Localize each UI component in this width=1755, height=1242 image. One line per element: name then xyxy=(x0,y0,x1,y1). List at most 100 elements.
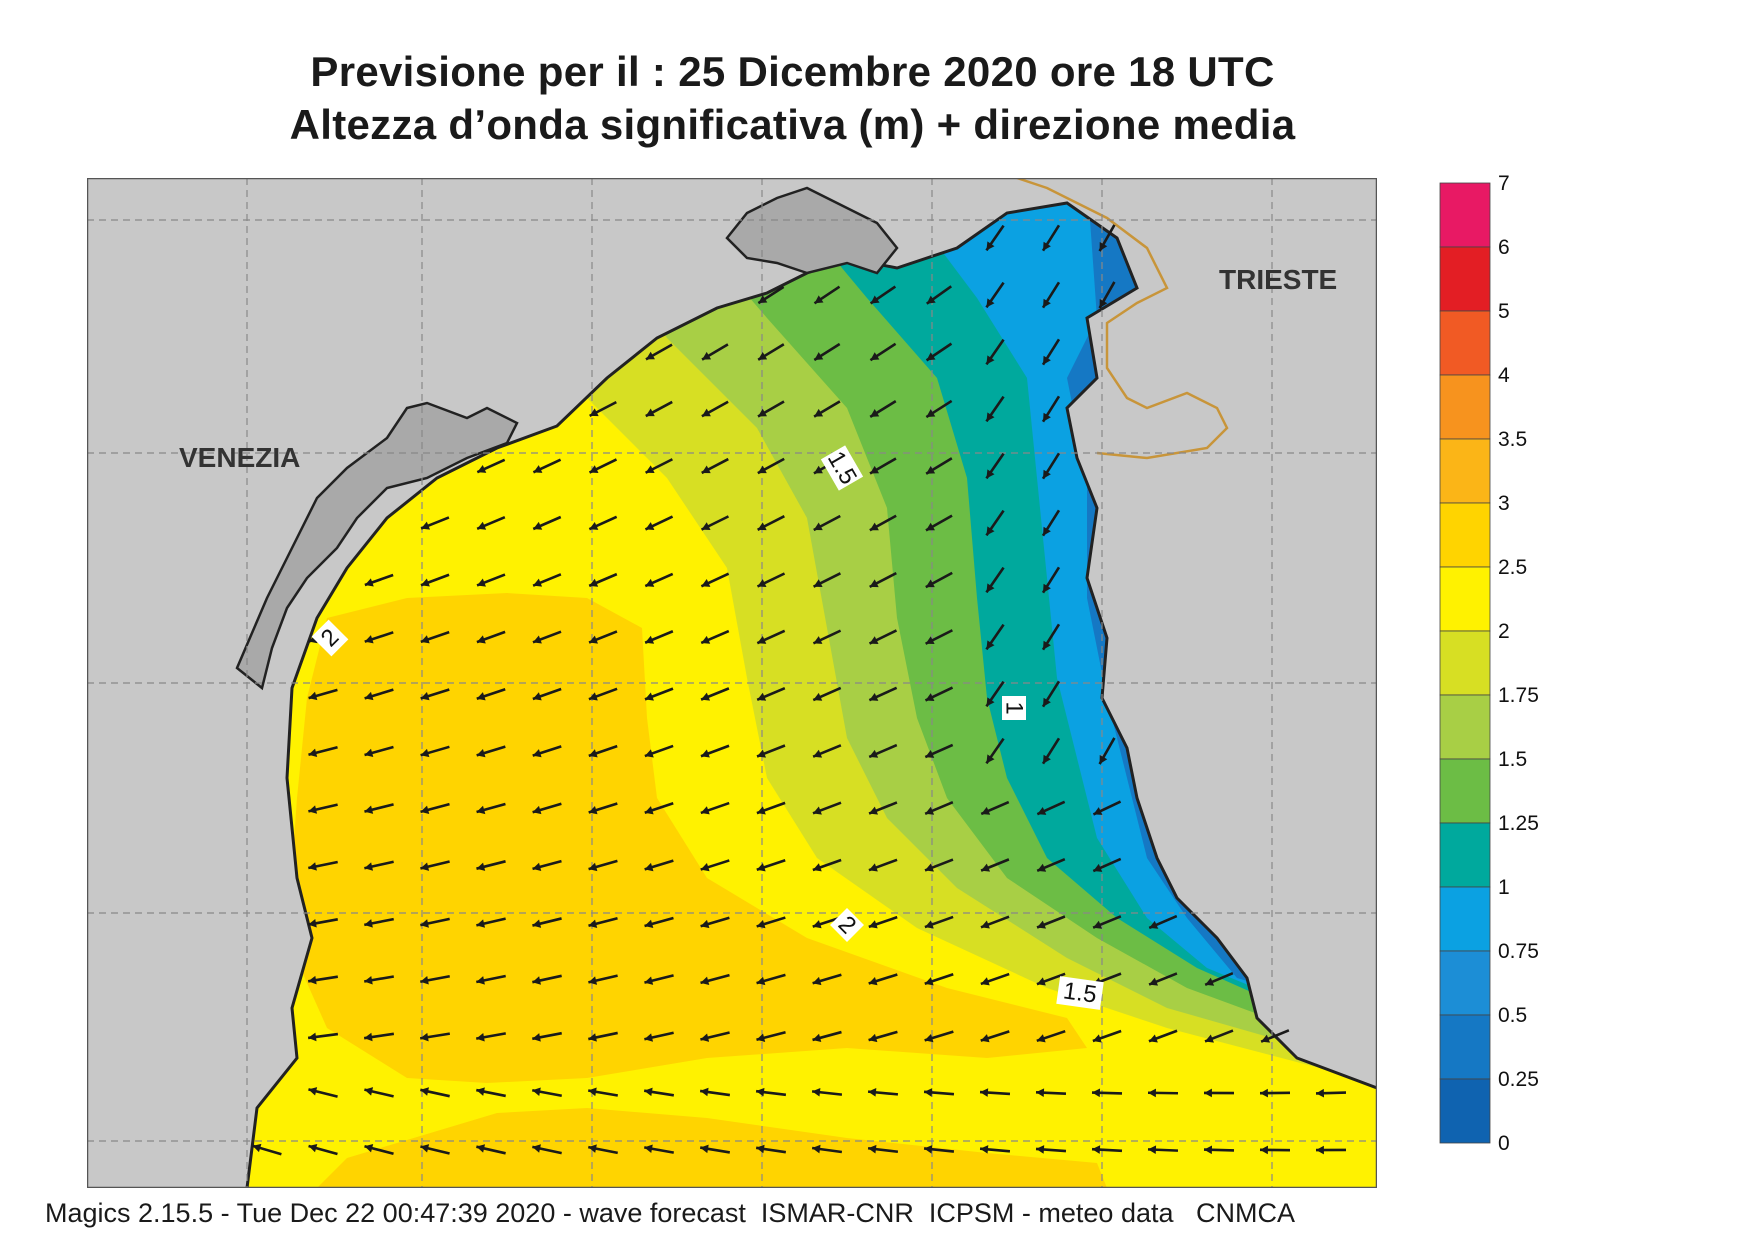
wave-arrow-head xyxy=(813,749,823,758)
wave-arrow-head xyxy=(476,748,486,758)
wave-arrow-head xyxy=(813,692,823,701)
wave-arrow-head xyxy=(644,862,654,872)
legend-color-box xyxy=(1439,886,1491,952)
wave-arrow-head xyxy=(700,749,710,758)
wave-arrow-head xyxy=(757,522,767,531)
wave-arrow-head xyxy=(308,862,317,871)
wave-arrow-head xyxy=(756,976,766,986)
wave-arrow-head xyxy=(532,635,542,644)
wave-arrow-head xyxy=(589,408,599,417)
wave-arrow-head xyxy=(757,465,767,474)
wave-arrow-head xyxy=(589,635,598,644)
wave-arrow-head xyxy=(701,579,711,587)
wave-arrow-head xyxy=(813,579,823,588)
wave-arrow-head xyxy=(1037,806,1047,815)
wave-arrow-head xyxy=(1037,863,1047,872)
wave-arrow-head xyxy=(813,522,823,531)
wave-arrow-head xyxy=(476,862,486,871)
wave-arrow-head xyxy=(364,919,373,928)
wave-arrow-head xyxy=(986,241,995,251)
legend-level-label: 3.5 xyxy=(1498,428,1527,451)
wave-arrow-head xyxy=(924,1033,934,1043)
wave-arrow-head xyxy=(1043,583,1051,593)
wave-arrow-head xyxy=(1148,1034,1158,1043)
wave-arrow-head xyxy=(756,1033,766,1042)
wave-arrow-head xyxy=(1043,697,1051,707)
wave-arrow-head xyxy=(756,919,766,929)
wave-arrow-head xyxy=(700,1144,709,1154)
wave-arrow-head xyxy=(477,521,487,530)
legend-level-label: 7 xyxy=(1498,172,1510,195)
wave-arrow-head xyxy=(812,1087,821,1097)
wave-arrow-head xyxy=(476,805,486,815)
wave-arrow-head xyxy=(814,408,824,417)
wave-arrow-head xyxy=(1149,920,1159,929)
wave-arrow-head xyxy=(364,1144,374,1153)
wave-arrow-head xyxy=(308,975,317,985)
wave-arrow-head xyxy=(476,1032,485,1042)
wave-arrow-head xyxy=(645,692,654,701)
wave-arrow-head xyxy=(757,692,767,701)
legend-color-box xyxy=(1439,374,1491,440)
legend-level-label: 5 xyxy=(1498,300,1510,323)
wave-arrow-head xyxy=(532,749,542,758)
wave-arrow-head xyxy=(926,295,936,304)
place-label-trieste: TRIESTE xyxy=(1219,264,1337,295)
wave-arrow-head xyxy=(980,920,990,929)
wave-arrow-head xyxy=(812,863,822,872)
legend-level-label: 1.25 xyxy=(1498,812,1539,835)
wave-arrow-head xyxy=(756,806,766,815)
legend-color-box xyxy=(1439,694,1491,760)
wave-arrow-head xyxy=(1205,977,1215,986)
wave-arrow-head xyxy=(308,691,318,701)
wave-arrow-head xyxy=(980,1034,990,1043)
wave-arrow-head xyxy=(532,976,541,985)
wave-arrow-head xyxy=(869,749,879,758)
wave-arrow-head xyxy=(986,754,995,764)
wave-arrow-head xyxy=(924,1088,933,1097)
lat-lon-grid xyxy=(87,178,1377,1188)
wave-arrow-head xyxy=(644,976,654,985)
wave-arrow-head xyxy=(308,1087,318,1096)
wave-arrow-head xyxy=(364,862,374,871)
map-subtitle: Altezza d’onda significativa (m) + direz… xyxy=(289,101,1296,148)
wave-arrow-head xyxy=(476,976,485,985)
wave-arrow-head xyxy=(420,1087,429,1096)
legend-level-label: 1.75 xyxy=(1498,684,1539,707)
wave-arrow-head xyxy=(476,919,486,928)
wave-arrow-head xyxy=(757,579,767,587)
wave-arrow-head xyxy=(645,635,655,644)
wave-arrow-head xyxy=(420,1032,429,1042)
wave-arrow-head xyxy=(868,920,878,929)
wave-arrow-head xyxy=(588,1144,597,1153)
wave-arrow-head xyxy=(588,692,598,701)
wave-arrow-head xyxy=(758,295,768,304)
wave-arrow-head xyxy=(986,583,995,593)
wave-arrow-head xyxy=(1260,1088,1268,1098)
wave-arrow-head xyxy=(814,352,824,360)
wave-arrow-head xyxy=(588,1033,597,1042)
wave-arrow-head xyxy=(1092,1034,1102,1043)
footer-credits: Magics 2.15.5 - Tue Dec 22 00:47:39 2020… xyxy=(45,1198,1296,1228)
wave-arrow-head xyxy=(645,408,655,417)
wave-arrow-head xyxy=(364,578,374,587)
wave-arrow-head xyxy=(812,806,822,815)
wave-arrow-head xyxy=(532,692,542,701)
wave-arrow-head xyxy=(1148,1088,1156,1098)
contour-label: 1.5 xyxy=(1056,976,1104,1010)
legend-level-label: 0.25 xyxy=(1498,1068,1539,1091)
wave-arrow-head xyxy=(588,919,598,928)
wave-arrow-head xyxy=(588,976,598,985)
wave-arrow-head xyxy=(645,578,655,587)
wave-arrow-head xyxy=(926,465,936,474)
wave-arrow-head xyxy=(925,863,934,872)
legend-color-box xyxy=(1439,246,1491,312)
wave-arrow-head xyxy=(532,1144,541,1153)
wave-arrow-head xyxy=(420,692,430,701)
wave-arrow-head xyxy=(476,635,486,644)
wave-arrow-head xyxy=(924,1144,933,1154)
wave-arrow-head xyxy=(308,919,317,928)
legend-color-box xyxy=(1439,950,1491,1016)
wave-arrow-head xyxy=(477,578,486,587)
wave-arrow-head xyxy=(420,578,430,587)
